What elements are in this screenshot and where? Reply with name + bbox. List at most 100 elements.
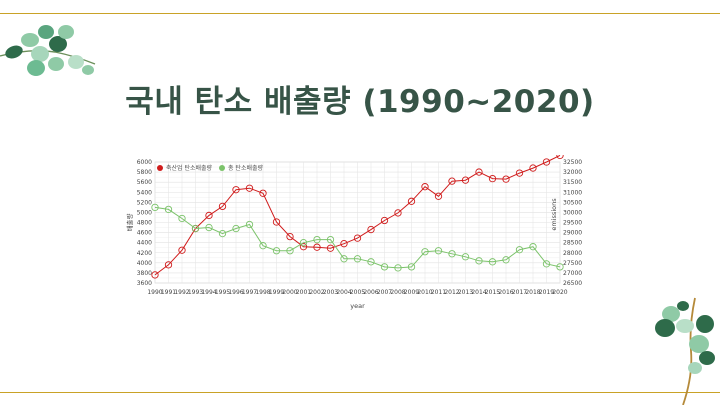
- legend-marker-total: [219, 165, 225, 171]
- data-point-livestock: [367, 225, 375, 234]
- x-tick-label: 1990: [147, 289, 162, 296]
- data-point-total: [394, 264, 402, 272]
- x-tick-label: 2015: [485, 289, 500, 296]
- data-point-total: [191, 224, 200, 233]
- x-tick-label: 2001: [296, 289, 311, 296]
- data-point-total: [232, 224, 240, 233]
- y-left-tick-label: 5000: [137, 209, 152, 216]
- x-tick-label: 2003: [323, 289, 338, 296]
- x-tick-label: 1996: [228, 289, 243, 296]
- data-point-livestock: [232, 186, 240, 194]
- x-tick-label: 2002: [309, 289, 324, 296]
- y-right-tick-label: 31000: [563, 189, 582, 196]
- x-tick-label: 2020: [552, 289, 567, 296]
- x-tick-label: 2010: [417, 289, 432, 296]
- data-point-livestock: [475, 168, 483, 176]
- y-left-tick-label: 5600: [137, 179, 152, 186]
- data-point-total: [205, 223, 213, 232]
- data-point-total: [407, 263, 416, 271]
- data-point-total: [340, 255, 348, 263]
- data-point-total: [367, 258, 375, 266]
- data-point-total: [272, 247, 281, 255]
- x-tick-label: 1998: [255, 289, 270, 296]
- data-point-total: [448, 250, 456, 258]
- data-point-total: [151, 203, 159, 212]
- data-point-total: [164, 205, 173, 214]
- data-point-total: [515, 246, 524, 254]
- y-right-tick-label: 31500: [563, 179, 582, 186]
- data-point-livestock: [407, 197, 416, 205]
- data-point-total: [556, 263, 564, 271]
- y-left-tick-label: 4600: [137, 230, 152, 237]
- x-tick-label: 2013: [458, 289, 473, 296]
- y-left-axis-label: 배출량: [125, 214, 134, 232]
- data-point-livestock: [299, 243, 308, 251]
- data-point-livestock: [461, 176, 470, 184]
- data-point-livestock: [286, 232, 294, 241]
- y-right-tick-label: 27000: [563, 270, 582, 277]
- y-left-tick-label: 4200: [137, 250, 152, 257]
- y-right-axis-label: emissions: [550, 198, 558, 231]
- data-point-livestock: [502, 175, 510, 183]
- y-left-tick-label: 4400: [137, 240, 152, 247]
- data-point-livestock: [421, 183, 429, 191]
- data-point-total: [380, 263, 389, 271]
- x-tick-label: 2008: [390, 289, 405, 296]
- y-left-tick-label: 5400: [137, 189, 152, 196]
- y-right-tick-label: 32000: [563, 169, 582, 176]
- x-tick-label: 1997: [242, 289, 257, 296]
- top-divider-line: [0, 13, 720, 14]
- x-tick-label: 2000: [282, 289, 297, 296]
- y-right-tick-label: 29000: [563, 230, 582, 237]
- x-tick-label: 1992: [174, 289, 189, 296]
- data-point-total: [529, 243, 537, 251]
- y-right-tick-label: 30000: [563, 209, 582, 216]
- y-left-tick-label: 3800: [137, 270, 152, 277]
- y-left-tick-label: 5200: [137, 199, 152, 206]
- y-right-tick-label: 26500: [563, 280, 582, 287]
- x-axis-label: year: [350, 302, 365, 310]
- data-point-livestock: [394, 209, 402, 217]
- y-right-tick-label: 28000: [563, 250, 582, 257]
- x-tick-label: 1999: [269, 289, 284, 296]
- x-tick-label: 1993: [188, 289, 203, 296]
- y-left-tick-label: 5800: [137, 169, 152, 176]
- x-tick-label: 2012: [444, 289, 459, 296]
- chart-container: 3600 3800 4000 4200 4400 4600 4800 5000 5200 5400…: [120, 151, 590, 315]
- y-right-tick-label: 32500: [563, 159, 582, 166]
- x-tick-label: 2016: [498, 289, 513, 296]
- data-point-livestock: [151, 271, 159, 279]
- data-point-livestock: [515, 169, 524, 177]
- x-tick-label: 2006: [363, 289, 378, 296]
- data-point-livestock: [529, 164, 537, 172]
- data-point-livestock: [259, 189, 267, 197]
- data-point-total: [326, 235, 335, 244]
- legend-marker-livestock: [157, 165, 163, 171]
- y-right-tick-label: 28500: [563, 240, 582, 247]
- data-point-total: [259, 242, 267, 250]
- data-point-livestock: [164, 261, 173, 269]
- data-point-total: [475, 257, 483, 265]
- x-tick-label: 2007: [377, 289, 392, 296]
- data-point-total: [434, 247, 443, 255]
- leaf-decoration-bottom-right: [655, 297, 715, 405]
- x-tick-label: 2019: [539, 289, 554, 296]
- data-point-livestock: [313, 243, 321, 251]
- data-point-total: [245, 220, 254, 229]
- data-point-livestock: [326, 244, 335, 252]
- slide-title: 국내 탄소 배출량 (1990~2020): [125, 84, 595, 120]
- y-right-tick-label: 29500: [563, 220, 582, 227]
- x-tick-label: 2011: [431, 289, 446, 296]
- emissions-line-chart: 3600 3800 4000 4200 4400 4600 4800 5000 5200 5400…: [125, 151, 582, 310]
- data-point-livestock: [380, 216, 389, 225]
- leaf-decoration-top-left: [0, 25, 96, 76]
- data-point-total: [542, 260, 551, 268]
- x-tick-label: 2014: [471, 289, 486, 296]
- data-point-livestock: [272, 218, 281, 226]
- data-point-total: [488, 258, 497, 266]
- x-tick-label: 2009: [404, 289, 419, 296]
- data-point-total: [218, 229, 227, 238]
- x-tick-label: 2018: [525, 289, 540, 296]
- legend-label-total: 총 탄소배출량: [228, 164, 264, 172]
- legend-label-livestock: 축산업 탄소배출량: [166, 164, 213, 172]
